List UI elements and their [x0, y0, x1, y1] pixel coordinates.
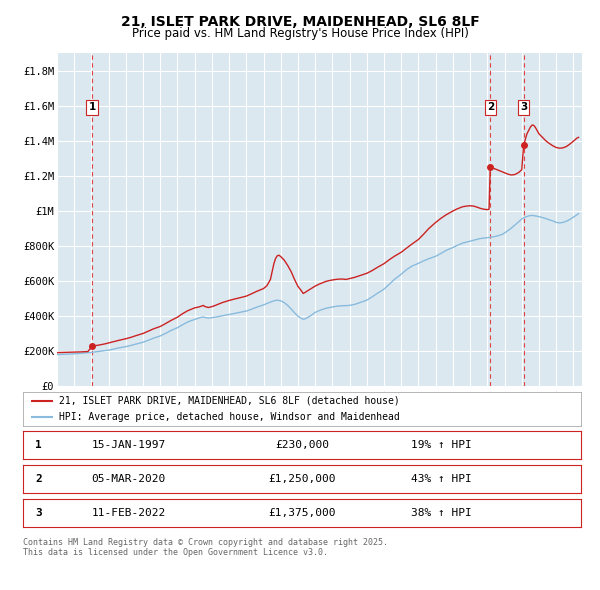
Text: 43% ↑ HPI: 43% ↑ HPI — [411, 474, 472, 484]
Text: 38% ↑ HPI: 38% ↑ HPI — [411, 509, 472, 518]
Text: £1,250,000: £1,250,000 — [268, 474, 335, 484]
Text: 11-FEB-2022: 11-FEB-2022 — [92, 509, 166, 518]
Text: HPI: Average price, detached house, Windsor and Maidenhead: HPI: Average price, detached house, Wind… — [59, 412, 400, 422]
Text: Price paid vs. HM Land Registry's House Price Index (HPI): Price paid vs. HM Land Registry's House … — [131, 27, 469, 40]
Text: 1: 1 — [35, 440, 42, 450]
Text: Contains HM Land Registry data © Crown copyright and database right 2025.
This d: Contains HM Land Registry data © Crown c… — [23, 538, 388, 558]
Text: 2: 2 — [487, 103, 494, 113]
Text: 3: 3 — [520, 103, 527, 113]
Text: 19% ↑ HPI: 19% ↑ HPI — [411, 440, 472, 450]
Text: £230,000: £230,000 — [275, 440, 329, 450]
Text: 05-MAR-2020: 05-MAR-2020 — [92, 474, 166, 484]
Text: 15-JAN-1997: 15-JAN-1997 — [92, 440, 166, 450]
Text: 21, ISLET PARK DRIVE, MAIDENHEAD, SL6 8LF: 21, ISLET PARK DRIVE, MAIDENHEAD, SL6 8L… — [121, 15, 479, 30]
Text: 1: 1 — [88, 103, 96, 113]
Text: 2: 2 — [35, 474, 42, 484]
Text: 3: 3 — [35, 509, 42, 518]
Text: £1,375,000: £1,375,000 — [268, 509, 335, 518]
Text: 21, ISLET PARK DRIVE, MAIDENHEAD, SL6 8LF (detached house): 21, ISLET PARK DRIVE, MAIDENHEAD, SL6 8L… — [59, 396, 400, 406]
